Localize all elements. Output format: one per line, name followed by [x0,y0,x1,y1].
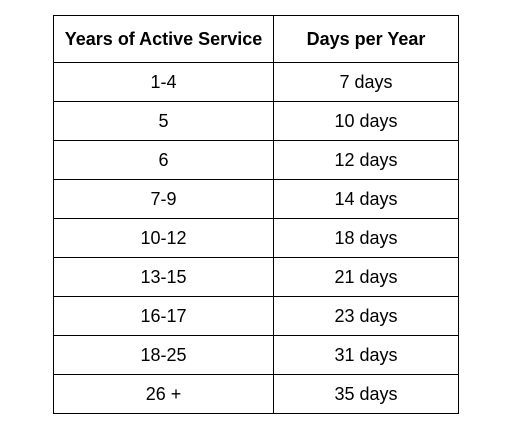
table-row: 6 12 days [53,140,459,180]
table-row: 7-9 14 days [53,179,459,219]
header-days-per-year: Days per Year [273,15,459,63]
days-cell: 21 days [273,257,459,297]
years-cell: 5 [53,101,274,141]
days-cell: 7 days [273,62,459,102]
table-row: 26 + 35 days [53,374,459,414]
table-row: 1-4 7 days [53,62,459,102]
leave-table: Years of Active Service Days per Year 1-… [53,15,459,414]
days-cell: 10 days [273,101,459,141]
table-row: 10-12 18 days [53,218,459,258]
days-cell: 14 days [273,179,459,219]
table-row: 16-17 23 days [53,296,459,336]
header-years-of-active-service: Years of Active Service [53,15,274,63]
years-cell: 16-17 [53,296,274,336]
years-cell: 7-9 [53,179,274,219]
years-cell: 18-25 [53,335,274,375]
days-cell: 18 days [273,218,459,258]
years-cell: 1-4 [53,62,274,102]
days-cell: 35 days [273,374,459,414]
days-cell: 31 days [273,335,459,375]
years-cell: 13-15 [53,257,274,297]
days-cell: 23 days [273,296,459,336]
years-cell: 6 [53,140,274,180]
table-row: 13-15 21 days [53,257,459,297]
years-cell: 26 + [53,374,274,414]
table-row: 5 10 days [53,101,459,141]
days-cell: 12 days [273,140,459,180]
table-row: 18-25 31 days [53,335,459,375]
header-row: Years of Active Service Days per Year [53,15,459,63]
years-cell: 10-12 [53,218,274,258]
